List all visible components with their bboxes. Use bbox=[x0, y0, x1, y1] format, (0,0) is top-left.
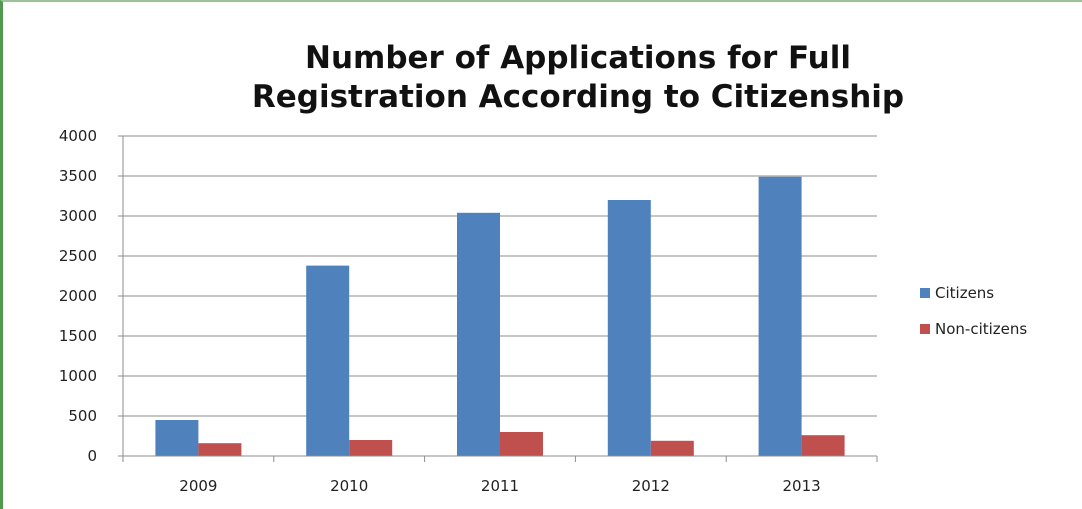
chart-title-line-2: Registration According to Citizenship bbox=[251, 79, 905, 115]
bar-non-citizens-2013 bbox=[801, 435, 845, 456]
legend-label-non-citizens: Non-citizens bbox=[935, 320, 1027, 338]
bar-non-citizens-2011 bbox=[500, 432, 543, 456]
bar-chart: 0 500 1000 1500 2000 2500 3000 3500 4000 2009 2010… bbox=[59, 127, 1028, 495]
legend-label-citizens: Citizens bbox=[935, 284, 994, 302]
x-tick-label: 2010 bbox=[330, 477, 368, 495]
bar-citizens-2012 bbox=[607, 200, 651, 456]
x-tick-label: 2013 bbox=[783, 477, 821, 495]
x-tick-label: 2009 bbox=[179, 477, 217, 495]
bar-citizens-2010 bbox=[306, 265, 350, 456]
y-tick-label: 3000 bbox=[59, 207, 97, 225]
legend-swatch-non-citizens bbox=[920, 324, 930, 334]
y-tick-label: 2000 bbox=[59, 287, 97, 305]
x-tick-label: 2011 bbox=[481, 477, 519, 495]
y-tick-label: 3500 bbox=[59, 167, 97, 185]
y-tick-label: 4000 bbox=[59, 127, 97, 145]
y-tick-label: 500 bbox=[68, 407, 97, 425]
chart-title-line-1: Number of Applications for Full bbox=[305, 40, 851, 76]
bar-non-citizens-2010 bbox=[349, 440, 393, 456]
bar-citizens-2009 bbox=[155, 420, 199, 456]
bar-citizens-2011 bbox=[457, 212, 500, 456]
x-tick-label: 2012 bbox=[632, 477, 670, 495]
legend-swatch-citizens bbox=[920, 288, 930, 298]
y-tick-label: 1500 bbox=[59, 327, 97, 345]
bar-non-citizens-2009 bbox=[198, 443, 242, 456]
y-tick-label: 0 bbox=[87, 447, 97, 465]
bar-citizens-2013 bbox=[758, 176, 802, 457]
bar-non-citizens-2012 bbox=[650, 440, 694, 456]
y-tick-label: 1000 bbox=[59, 367, 97, 385]
y-tick-label: 2500 bbox=[59, 247, 97, 265]
